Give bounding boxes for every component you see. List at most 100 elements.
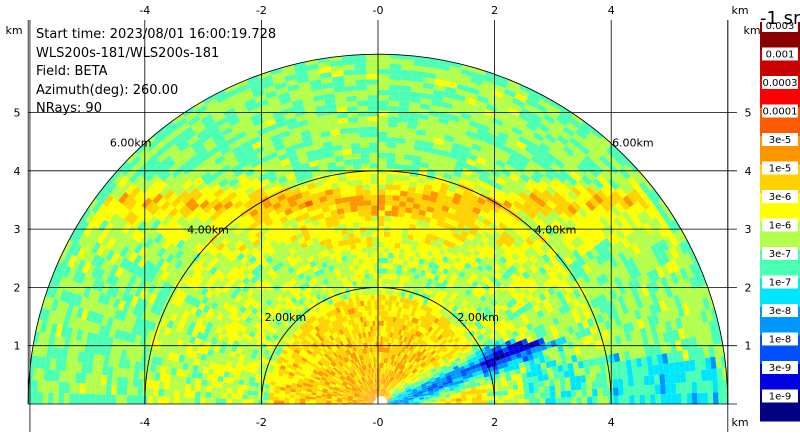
fan-cell <box>450 393 456 397</box>
fan-cell <box>440 401 446 404</box>
fan-cell <box>481 351 488 358</box>
fan-cell <box>659 239 670 252</box>
fan-cell <box>509 305 517 314</box>
fan-cell <box>389 237 396 243</box>
fan-cell <box>378 137 388 143</box>
fan-cell <box>364 273 370 280</box>
fan-cell <box>384 310 388 316</box>
fan-cell <box>506 344 514 352</box>
fan-cell <box>360 237 367 243</box>
fan-cell <box>478 279 487 288</box>
fan-cell <box>580 159 592 171</box>
fan-cell <box>492 350 500 357</box>
fan-cell <box>476 298 484 306</box>
fan-cell <box>400 378 405 384</box>
fan-cell <box>440 344 446 351</box>
fan-cell <box>353 264 360 271</box>
fan-cell <box>686 302 696 315</box>
fan-cell <box>643 305 652 317</box>
fan-cell <box>541 253 551 263</box>
fan-cell <box>360 231 367 238</box>
fan-cell <box>479 337 487 344</box>
fan-cell <box>592 178 604 190</box>
fan-cell <box>397 121 408 128</box>
fan-cell <box>520 367 527 374</box>
fan-cell <box>479 295 487 303</box>
fan-cell <box>461 307 469 314</box>
fan-cell <box>386 163 395 169</box>
fan-cell <box>633 200 645 214</box>
fan-cell <box>403 159 413 166</box>
fan-cell <box>429 376 435 381</box>
fan-cell <box>432 351 438 358</box>
fan-cell <box>636 275 646 287</box>
fan-cell <box>664 341 672 354</box>
fan-cell <box>503 316 511 324</box>
fan-cell <box>522 288 531 297</box>
fan-cell <box>460 345 467 352</box>
fan-cell <box>546 259 556 269</box>
fan-cell <box>521 325 529 333</box>
fan-cell <box>445 374 452 380</box>
fan-cell <box>692 392 698 404</box>
fan-cell <box>393 248 400 254</box>
fan-cell <box>435 376 441 381</box>
fan-cell <box>475 340 482 347</box>
fan-cell <box>387 258 394 264</box>
fan-cell <box>405 244 412 251</box>
fan-cell <box>519 312 528 321</box>
fan-cell <box>388 90 400 96</box>
fan-cell <box>456 324 464 331</box>
fan-cell <box>528 232 538 243</box>
fan-cell <box>465 390 472 395</box>
fan-cell <box>648 303 657 315</box>
fan-cell <box>416 350 422 357</box>
fan-cell <box>448 316 455 323</box>
fan-cell <box>391 274 397 280</box>
fan-cell <box>426 345 433 352</box>
fan-cell <box>562 327 570 336</box>
fan-cell <box>501 304 510 312</box>
fan-cell <box>401 59 415 66</box>
fan-cell <box>380 341 383 347</box>
fan-cell <box>453 345 461 352</box>
fan-cell <box>402 222 410 229</box>
fan-cell <box>485 384 492 389</box>
fan-cell <box>404 207 413 214</box>
fan-cell <box>456 359 463 366</box>
fan-cell <box>400 371 405 377</box>
fan-cell <box>681 382 687 394</box>
fan-cell <box>585 374 592 383</box>
fan-cell <box>439 352 446 359</box>
fan-cell <box>634 185 647 198</box>
fan-cell <box>569 376 576 384</box>
fan-cell <box>559 321 568 330</box>
fan-cell <box>587 334 595 344</box>
fan-cell <box>644 326 653 337</box>
fan-cell <box>387 121 398 128</box>
fan-cell <box>473 359 480 365</box>
fan-cell <box>399 195 408 202</box>
fan-cell <box>680 338 688 351</box>
fan-cell <box>592 207 603 219</box>
fan-cell <box>364 279 370 285</box>
fan-cell <box>697 346 705 359</box>
fan-cell <box>633 385 640 395</box>
fan-cell <box>665 393 672 404</box>
fan-cell <box>378 126 388 132</box>
fan-cell <box>397 259 404 266</box>
fan-cell <box>483 372 490 378</box>
fan-cell <box>385 194 393 201</box>
fan-cell <box>592 388 598 397</box>
fan-cell <box>662 223 673 237</box>
fan-cell <box>357 105 368 112</box>
fan-cell <box>485 271 494 280</box>
fan-cell <box>677 228 688 242</box>
fan-cell <box>555 271 565 282</box>
fan-cell <box>629 330 638 341</box>
fan-cell <box>516 327 524 336</box>
fan-cell <box>715 355 722 369</box>
fan-cell <box>386 273 392 280</box>
fan-cell <box>369 320 373 327</box>
